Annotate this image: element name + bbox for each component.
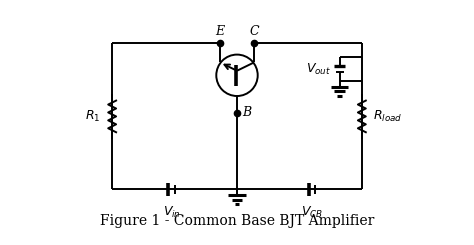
Text: B: B (243, 106, 252, 119)
Text: $V_{out}$: $V_{out}$ (306, 62, 331, 77)
Text: $R_{load}$: $R_{load}$ (374, 109, 403, 124)
Text: E: E (216, 25, 225, 38)
Text: C: C (249, 25, 259, 38)
Text: Figure 1 - Common Base BJT Amplifier: Figure 1 - Common Base BJT Amplifier (100, 214, 374, 228)
Text: $V_{in}$: $V_{in}$ (163, 205, 181, 221)
Text: $V_{CB}$: $V_{CB}$ (301, 205, 323, 221)
Text: $R_1$: $R_1$ (85, 109, 100, 124)
